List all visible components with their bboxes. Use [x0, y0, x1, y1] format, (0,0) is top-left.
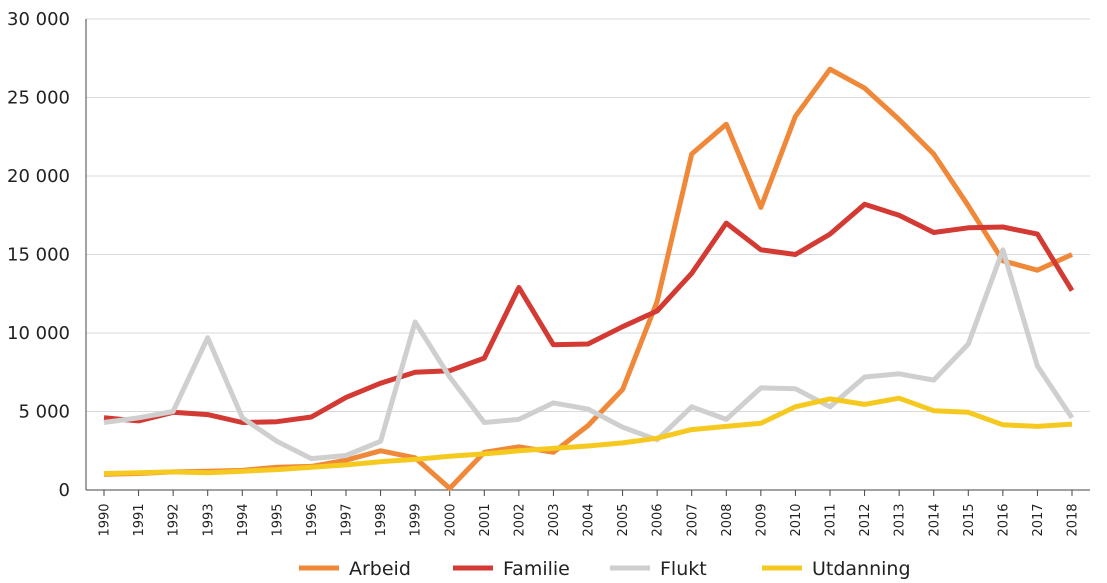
legend-label-flukt: Flukt [660, 558, 707, 580]
x-tick-label: 1990 [98, 503, 113, 536]
x-tick-label: 2018 [1066, 503, 1081, 536]
x-tick-label: 2012 [858, 503, 873, 536]
x-tick-label: 2009 [754, 503, 769, 536]
x-tick-label: 2015 [962, 503, 977, 536]
series-line-flukt [103, 247, 1075, 462]
legend-label-familie: Familie [503, 558, 570, 580]
x-tick-label: 2013 [893, 503, 908, 536]
x-tick-label: 2003 [547, 503, 562, 536]
x-tick-label: 2016 [996, 503, 1011, 536]
x-tick-label: 2005 [616, 503, 631, 536]
x-tick-label: 2001 [478, 503, 493, 536]
y-tick-label: 25 000 [7, 88, 70, 109]
y-tick-label: 0 [59, 480, 70, 501]
y-tick-label: 10 000 [7, 323, 70, 344]
x-tick-label: 1992 [167, 503, 182, 536]
y-tick-label: 30 000 [7, 9, 70, 30]
x-tick-label: 2011 [824, 503, 839, 536]
x-tick-label: 2002 [512, 503, 527, 536]
x-tick-label: 1993 [201, 503, 216, 536]
x-tick-label: 1998 [374, 503, 389, 536]
series-line-utdanning [103, 395, 1073, 476]
x-tick-label: 2007 [685, 503, 700, 536]
legend-label-utdanning: Utdanning [812, 558, 911, 580]
x-tick-label: 1994 [236, 503, 251, 536]
x-tick-label: 2017 [1031, 503, 1046, 536]
x-tick-label: 1991 [132, 503, 147, 536]
series-line-arbeid [103, 66, 1074, 491]
y-tick-label: 5 000 [18, 402, 70, 423]
x-tick-label: 2010 [789, 503, 804, 536]
y-tick-label: 20 000 [7, 166, 70, 187]
x-tick-label: 1995 [270, 503, 285, 536]
y-tick-label: 15 000 [7, 245, 70, 266]
x-tick-label: 2014 [927, 503, 942, 536]
x-tick-label: 1999 [409, 503, 424, 536]
x-tick-label: 1996 [305, 503, 320, 536]
legend-label-arbeid: Arbeid [349, 558, 411, 580]
x-tick-label: 2006 [651, 503, 666, 536]
x-tick-label: 2000 [443, 503, 458, 536]
x-tick-label: 2004 [582, 503, 597, 536]
series-line-familie [103, 201, 1075, 425]
x-tick-label: 1997 [340, 503, 355, 536]
x-tick-label: 2008 [720, 503, 735, 536]
